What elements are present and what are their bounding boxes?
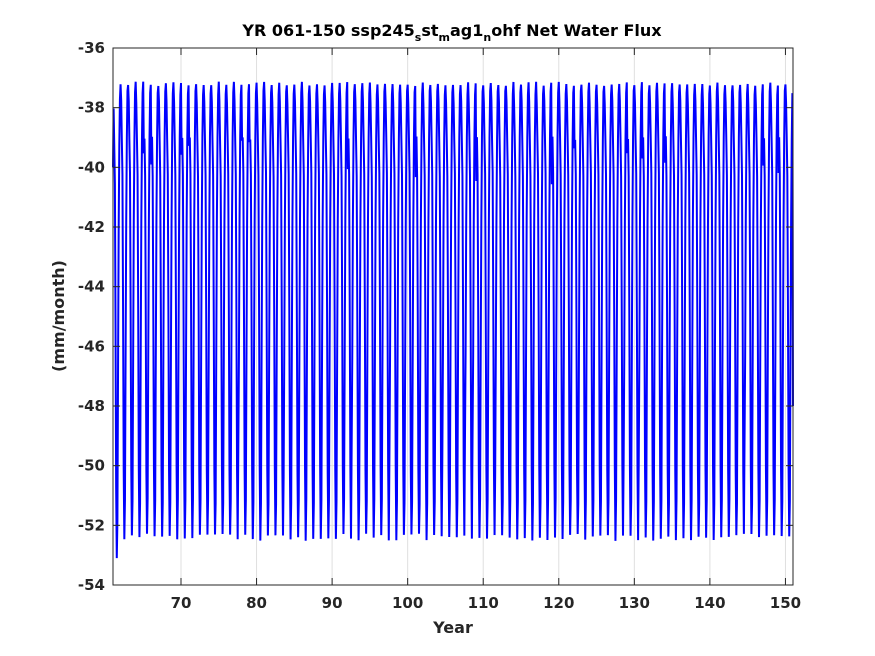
axis-ticks xyxy=(113,47,793,586)
chart-title: YR 061-150 ssp245sstmag1nohf Net Water F… xyxy=(241,21,662,44)
title-part-mid-2: ag1 xyxy=(450,21,483,40)
y-tick-label: -40 xyxy=(78,158,105,176)
x-tick-label: 70 xyxy=(171,594,192,612)
plot-area xyxy=(113,48,793,585)
x-tick-label: 120 xyxy=(543,594,574,612)
y-tick-label: -48 xyxy=(78,397,105,415)
y-tick-label: -50 xyxy=(78,457,105,475)
x-tick-label: 140 xyxy=(694,594,725,612)
x-tick-label: 110 xyxy=(468,594,499,612)
data-series xyxy=(112,81,794,559)
x-tick-label: 90 xyxy=(322,594,343,612)
x-tick-label: 80 xyxy=(246,594,267,612)
y-tick-label: -42 xyxy=(78,218,105,236)
title-part-tail: ohf Net Water Flux xyxy=(491,21,662,40)
y-axis-label: (mm/month) xyxy=(49,260,68,372)
x-axis-label: Year xyxy=(432,618,473,637)
title-sub-3: n xyxy=(483,31,491,44)
y-tick-label: -44 xyxy=(78,278,105,296)
y-tick-label: -52 xyxy=(78,516,105,534)
y-tick-label: -38 xyxy=(78,99,105,117)
y-tick-label: -46 xyxy=(78,337,105,355)
x-tick-label: 100 xyxy=(392,594,423,612)
series-line xyxy=(112,81,794,559)
x-tick-label: 130 xyxy=(619,594,650,612)
title-sub-1: s xyxy=(415,31,422,44)
title-part-mid-1: st xyxy=(421,21,439,40)
x-tick-label: 150 xyxy=(770,594,801,612)
plot-frame xyxy=(112,47,794,586)
title-sub-2: m xyxy=(439,31,450,44)
y-tick-label: -36 xyxy=(78,39,105,57)
y-tick-label: -54 xyxy=(78,576,105,594)
title-part-main: YR 061-150 ssp245 xyxy=(241,21,414,40)
